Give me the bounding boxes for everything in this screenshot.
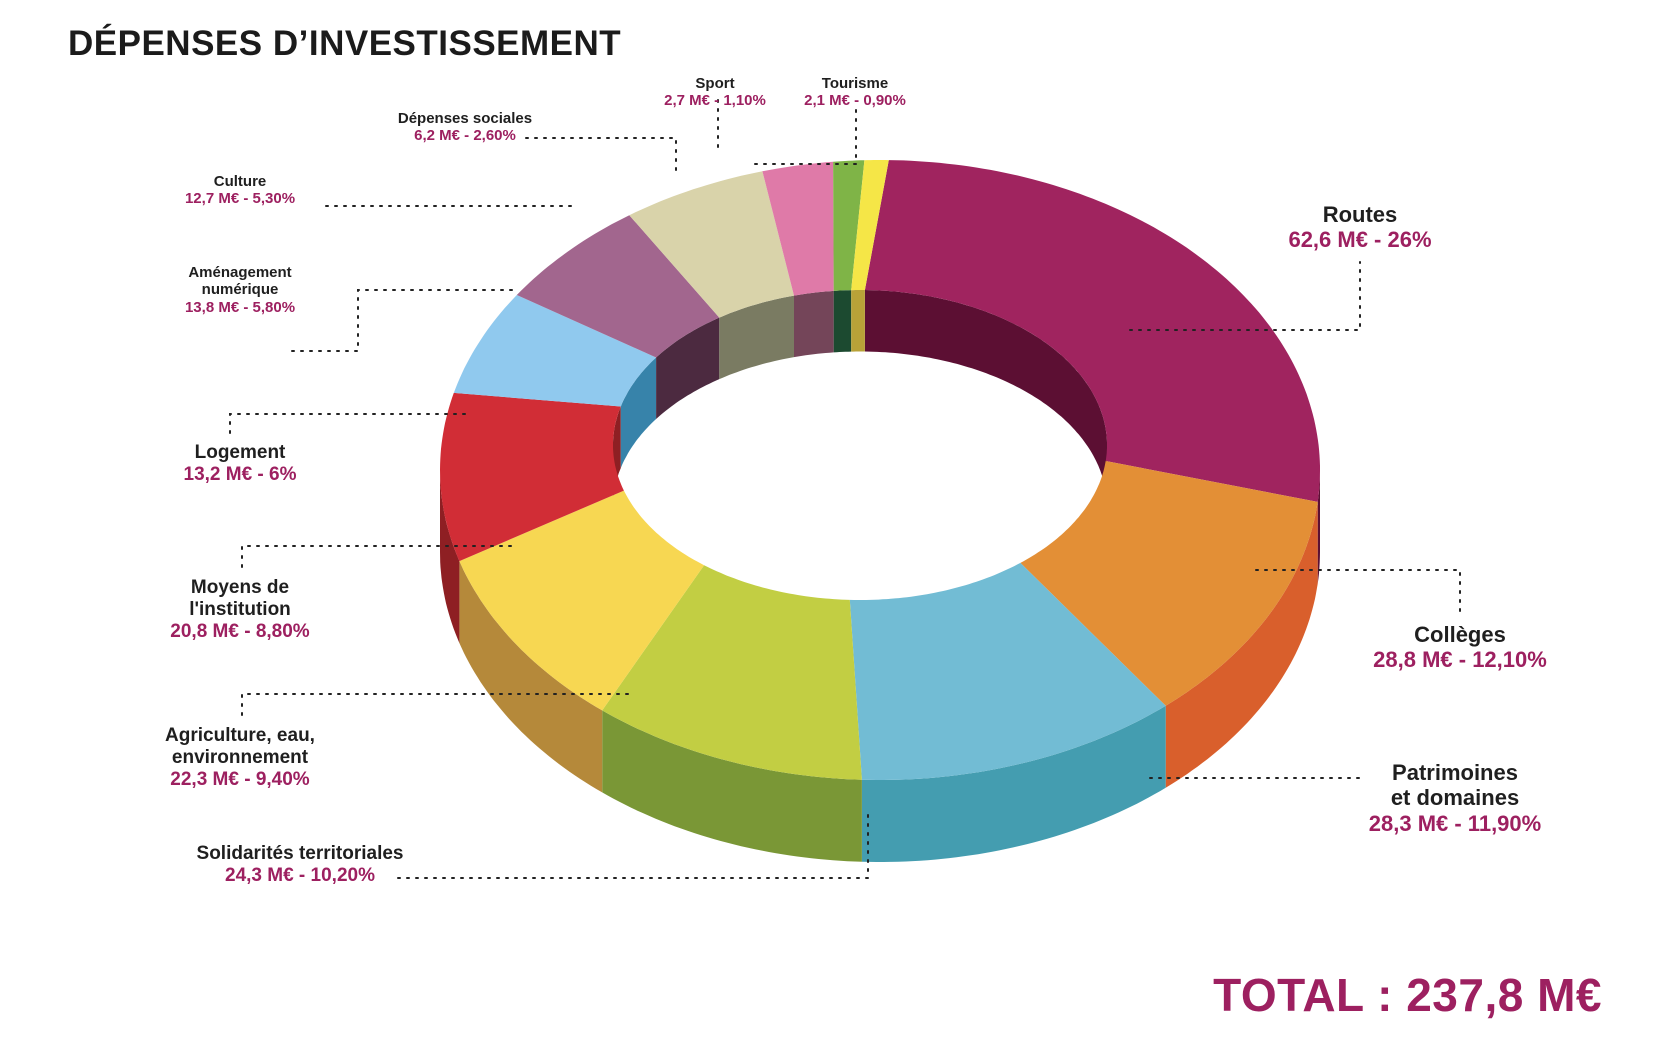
side-solidarites-territoriales	[602, 710, 862, 862]
label-sociales: Dépenses sociales 6,2 M€ - 2,60%	[397, 110, 533, 145]
side-moyens-de-l-institution	[440, 470, 460, 644]
inner-side-amenagement-numerique-1	[656, 317, 720, 419]
leader-line-sociales	[525, 137, 677, 173]
leader-line-agriculture	[241, 693, 629, 716]
label-culture: Culture 12,7 M€ - 5,30%	[184, 173, 296, 208]
chart-title: DÉPENSES D’INVESTISSEMENT	[68, 24, 622, 63]
slice-amenagement-numerique	[516, 215, 720, 358]
side-patrimoines-et-domaines	[861, 705, 1166, 862]
inner-side-tourisme-1	[851, 290, 865, 352]
donut-top-layer	[440, 160, 1320, 780]
slice-depenses-sociales	[762, 161, 834, 296]
donut-side-layer	[440, 470, 1320, 862]
slice-agriculture-eau-environnement	[459, 490, 705, 711]
label-routes: Routes 62,6 M€ - 26%	[1288, 202, 1432, 253]
label-moyens: Moyens de l'institution 20,8 M€ - 8,80%	[170, 577, 310, 642]
side-routes	[1317, 470, 1320, 584]
inner-side-routes	[864, 290, 1107, 507]
label-sport: Sport 2,7 M€ - 1,10%	[664, 75, 766, 110]
label-patrimoines: Patrimoines et domaines 28,3 M€ - 11,90%	[1368, 760, 1542, 836]
inner-side-logement-1	[620, 357, 657, 468]
side-colleges	[1165, 501, 1318, 788]
leader-lines	[229, 99, 1461, 879]
leader-line-tourisme	[751, 109, 857, 165]
side-agriculture-eau-environnement	[459, 561, 603, 793]
label-tourisme: Tourisme 2,1 M€ - 0,90%	[804, 75, 906, 110]
label-amenagement: Aménagement numérique 13,8 M€ - 5,80%	[184, 264, 296, 316]
label-logement: Logement 13,2 M€ - 6%	[183, 442, 297, 485]
slice-moyens-de-l-institution	[440, 392, 624, 562]
slice-culture	[629, 171, 794, 318]
leader-line-logement	[229, 413, 467, 434]
total-label: TOTAL : 237,8 M€	[1213, 969, 1602, 1021]
slice-patrimoines-et-domaines	[849, 562, 1166, 780]
slice-tourisme	[851, 160, 889, 291]
leader-line-solidarites	[397, 807, 869, 879]
slice-sport	[833, 160, 865, 291]
label-solidarites: Solidarités territoriales 24,3 M€ - 10,2…	[196, 843, 404, 886]
inner-side-sport-1	[833, 290, 852, 353]
leader-line-amenagement	[291, 289, 517, 352]
slice-routes	[864, 160, 1320, 502]
leader-line-moyens	[241, 545, 513, 568]
slice-solidarites-territoriales	[602, 565, 862, 780]
slice-logement	[453, 295, 657, 407]
label-colleges: Collèges 28,8 M€ - 12,10%	[1373, 622, 1547, 673]
inner-side-culture-1	[719, 295, 794, 380]
slice-colleges	[1020, 461, 1318, 706]
inner-side-depenses-sociales-1	[794, 290, 834, 358]
label-agriculture: Agriculture, eau, environnement 22,3 M€ …	[165, 725, 315, 790]
